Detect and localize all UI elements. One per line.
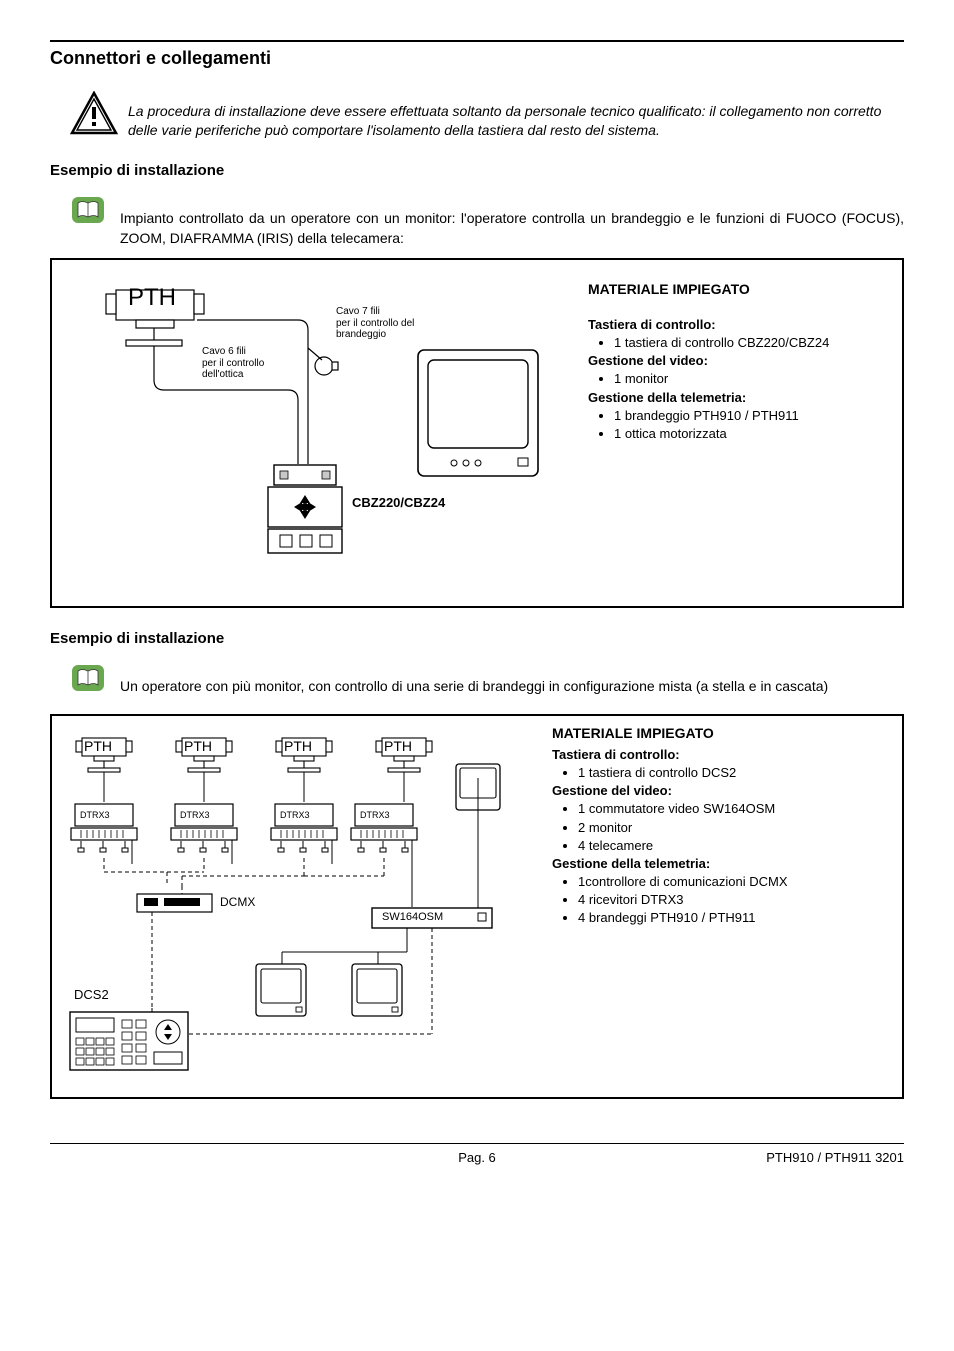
dl2-sw: SW164OSM: [382, 911, 443, 924]
section-title: Connettori e collegamenti: [50, 48, 904, 69]
example1-heading: Esempio di installazione: [50, 162, 904, 179]
dl2-dtrx2: DTRX3: [280, 810, 310, 820]
rule-top: [50, 40, 904, 42]
mat2-sub-2: Gestione della telemetria:: [552, 855, 888, 873]
mat2-item: 4 brandeggi PTH910 / PTH911: [578, 909, 888, 927]
example1-text: Impianto controllato da un operatore con…: [120, 191, 904, 248]
dl-pth: PTH: [128, 284, 176, 312]
example2-heading: Esempio di installazione: [50, 630, 904, 647]
mat1-item: 1 brandeggio PTH910 / PTH911: [614, 407, 884, 425]
mat2-item: 4 telecamere: [578, 837, 888, 855]
mat1-sub-1: Gestione del video:: [588, 352, 884, 370]
dl2-pth0: PTH: [84, 738, 112, 754]
dl2-pth3: PTH: [384, 738, 412, 754]
mat2-item: 1 commutatore video SW164OSM: [578, 800, 888, 818]
dl-cam6: Cavo 6 fili per il controllo dell'ottica: [202, 346, 264, 381]
mat2-title: MATERIALE IMPIEGATO: [552, 724, 888, 744]
materials-1: MATERIALE IMPIEGATO Tastiera di controll…: [588, 280, 884, 443]
page-footer: Pag. 6 PTH910 / PTH911 3201: [50, 1143, 904, 1165]
mat1-title: MATERIALE IMPIEGATO: [588, 280, 884, 300]
warning-block: La procedura di installazione deve esser…: [50, 91, 904, 140]
mat2-item: 2 monitor: [578, 819, 888, 837]
mat2-item: 1controllore di comunicazioni DCMX: [578, 873, 888, 891]
mat2-item: 1 tastiera di controllo DCS2: [578, 764, 888, 782]
mat1-item: 1 ottica motorizzata: [614, 425, 884, 443]
mat1-sub-2: Gestione della telemetria:: [588, 389, 884, 407]
example1-intro: Impianto controllato da un operatore con…: [50, 191, 904, 248]
materials-2: MATERIALE IMPIEGATO Tastiera di controll…: [552, 724, 888, 927]
mat2-sub-1: Gestione del video:: [552, 782, 888, 800]
diagram-1: PTH Cavo 6 fili per il controllo dell'ot…: [50, 258, 904, 608]
book-icon: [68, 191, 108, 236]
example2-text: Un operatore con più monitor, con contro…: [120, 659, 828, 697]
mat1-item: 1 monitor: [614, 370, 884, 388]
dl2-pth1: PTH: [184, 738, 212, 754]
footer-doc: PTH910 / PTH911 3201: [496, 1150, 904, 1165]
mat1-sub-0: Tastiera di controllo:: [588, 316, 884, 334]
dl2-dtrx0: DTRX3: [80, 810, 110, 820]
dl-cam7: Cavo 7 fili per il controllo del brandeg…: [336, 306, 414, 341]
dl2-dcs2: DCS2: [74, 988, 109, 1003]
book-icon: [68, 659, 108, 704]
dl2-dtrx3: DTRX3: [360, 810, 390, 820]
dl-cbz: CBZ220/CBZ24: [352, 496, 445, 511]
footer-page: Pag. 6: [458, 1150, 496, 1165]
dl2-dcmx: DCMX: [220, 896, 255, 910]
example2-intro: Un operatore con più monitor, con contro…: [50, 659, 904, 704]
dl2-pth2: PTH: [284, 738, 312, 754]
mat2-sub-0: Tastiera di controllo:: [552, 746, 888, 764]
diagram-2: PTH PTH PTH PTH DTRX3 DTRX3 DTRX3 DTRX3 …: [50, 714, 904, 1099]
mat1-item: 1 tastiera di controllo CBZ220/CBZ24: [614, 334, 884, 352]
warning-icon: [70, 91, 118, 140]
mat2-item: 4 ricevitori DTRX3: [578, 891, 888, 909]
dl2-dtrx1: DTRX3: [180, 810, 210, 820]
warning-text: La procedura di installazione deve esser…: [128, 102, 904, 140]
